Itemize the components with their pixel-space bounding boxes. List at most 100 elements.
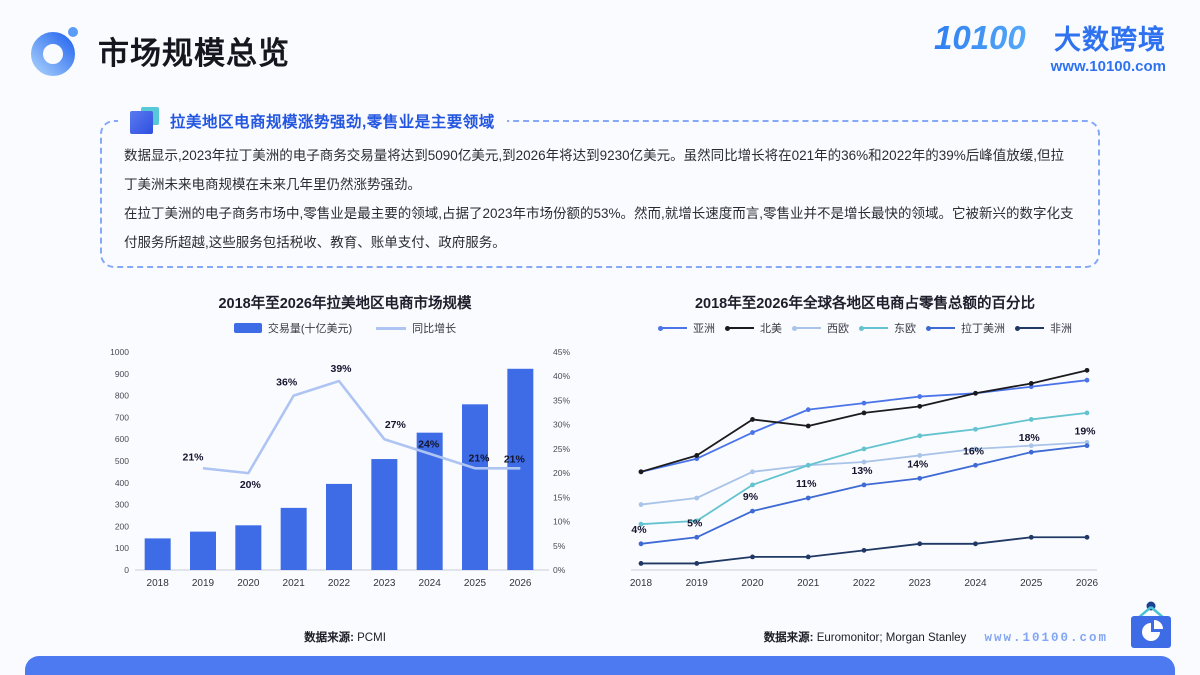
legend-item: 交易量(十亿美元) <box>233 320 352 336</box>
summary-paragraph-2: 在拉丁美洲的电子商务市场中,零售业是最主要的领域,占据了2023年市场份额的53… <box>124 206 1074 250</box>
summary-box: 拉美地区电商规模涨势强劲,零售业是主要领域 数据显示,2023年拉丁美洲的电子商… <box>100 107 1100 268</box>
legend-item: 非洲 <box>1015 320 1072 336</box>
source-label: 数据来源: <box>763 632 814 644</box>
svg-text:40%: 40% <box>553 371 570 381</box>
legend-left: 交易量(十亿美元) 同比增长 <box>95 320 595 336</box>
pie-chart-frame-icon <box>1131 601 1171 648</box>
svg-text:14%: 14% <box>907 458 929 470</box>
legend-right: 亚洲 北美 西欧 东欧 拉丁美洲 非洲 <box>615 320 1115 336</box>
svg-text:9%: 9% <box>743 491 759 503</box>
svg-text:36%: 36% <box>276 377 298 389</box>
svg-text:0%: 0% <box>553 565 566 575</box>
svg-text:19%: 19% <box>1074 426 1096 438</box>
svg-text:2026: 2026 <box>1076 578 1099 589</box>
svg-text:2018: 2018 <box>630 578 653 589</box>
latam-market-size-chart: 2018年至2026年拉美地区电商市场规模 交易量(十亿美元) 同比增长 0 100… <box>95 292 595 600</box>
left-axis: 0 100 200 300 400 500 600 700 800 900 1000 <box>110 347 129 575</box>
svg-text:900: 900 <box>115 369 129 379</box>
svg-text:21%: 21% <box>182 451 204 463</box>
svg-text:800: 800 <box>115 391 129 401</box>
svg-text:25%: 25% <box>553 444 570 454</box>
svg-text:13%: 13% <box>851 465 873 477</box>
svg-text:2024: 2024 <box>964 578 987 589</box>
x-axis: 2018 2019 2020 2021 2022 2023 2024 2025 2026 <box>630 578 1099 589</box>
svg-text:27%: 27% <box>385 419 407 431</box>
svg-text:300: 300 <box>115 500 129 510</box>
svg-text:10%: 10% <box>553 517 570 527</box>
company-logo-icon <box>31 27 78 76</box>
x-axis: 2018 2019 2020 2021 2022 2023 2024 2025 2026 <box>147 578 532 589</box>
svg-text:18%: 18% <box>1019 432 1041 444</box>
footer-bar <box>25 656 1175 675</box>
header-left: 市场规模总览 <box>28 22 290 78</box>
legend-item: 同比增长 <box>376 320 456 336</box>
brand-name: 大数跨境 <box>1054 25 1166 55</box>
svg-text:16%: 16% <box>963 445 985 457</box>
latam-market-size-chart-svg: 0 100 200 300 400 500 600 700 800 900 1000 0% 5% 10% 1… <box>110 347 570 589</box>
page-title: 市场规模总览 <box>98 35 290 71</box>
section-header: 拉美地区电商规模涨势强劲,零售业是主要领域 <box>118 107 507 134</box>
svg-text:0: 0 <box>124 565 129 575</box>
svg-text:4%: 4% <box>631 524 647 536</box>
svg-text:30%: 30% <box>553 420 570 430</box>
bar-2021 <box>280 507 307 570</box>
regions-share-chart-svg: 2018 2019 2020 2021 2022 2023 2024 2025 2026 4% 5%… <box>630 367 1099 589</box>
svg-text:400: 400 <box>115 478 129 488</box>
brand-10100-logo-icon: 10100 <box>934 19 1026 56</box>
svg-text:2024: 2024 <box>419 578 442 589</box>
series-非洲 <box>638 534 1090 566</box>
svg-text:200: 200 <box>115 521 129 531</box>
header-brand: 10100 大数跨境 www.10100.com <box>932 18 1166 76</box>
svg-text:45%: 45% <box>553 347 570 357</box>
section-heading: 拉美地区电商规模涨势强劲,零售业是主要领域 <box>170 113 495 131</box>
chart-title-right: 2018年至2026年全球各地区电商占零售总额的百分比 <box>694 296 1035 312</box>
svg-text:21%: 21% <box>468 452 490 464</box>
chart-title-left: 2018年至2026年拉美地区电商市场规模 <box>218 296 472 312</box>
svg-text:2021: 2021 <box>797 578 820 589</box>
svg-text:2019: 2019 <box>686 578 709 589</box>
legend-item: 拉丁美洲 <box>926 320 1005 336</box>
svg-text:11%: 11% <box>796 478 817 490</box>
growth-line <box>202 379 521 475</box>
svg-text:2018: 2018 <box>147 578 170 589</box>
source-value: PCMI <box>357 632 386 644</box>
svg-text:2021: 2021 <box>283 578 306 589</box>
svg-text:600: 600 <box>115 434 129 444</box>
svg-text:24%: 24% <box>418 439 440 451</box>
svg-text:21%: 21% <box>504 453 526 465</box>
svg-text:20%: 20% <box>553 468 570 478</box>
svg-text:20%: 20% <box>240 479 262 491</box>
svg-text:5%: 5% <box>687 517 703 529</box>
svg-text:2019: 2019 <box>192 578 215 589</box>
svg-text:5%: 5% <box>553 541 566 551</box>
svg-text:15%: 15% <box>553 492 570 502</box>
series-东欧 <box>638 410 1090 527</box>
svg-text:2023: 2023 <box>373 578 396 589</box>
legend-item: 西欧 <box>792 320 849 336</box>
bar-2023 <box>371 459 398 570</box>
section-marker-icon <box>130 107 159 134</box>
series-拉丁美洲: 4% 5% 9% 11% 13% 14% 16% 18% 19% <box>631 426 1096 547</box>
source-left: 数据来源: PCMI <box>95 629 595 645</box>
legend-item: 东欧 <box>859 320 916 336</box>
bar-2022 <box>326 483 352 570</box>
series-labels: 4% 5% 9% 11% 13% 14% 16% 18% 19% <box>631 426 1096 536</box>
regions-share-chart: 2018年至2026年全球各地区电商占零售总额的百分比 亚洲 北美 西欧 东欧 拉丁美洲… <box>615 292 1115 600</box>
svg-text:39%: 39% <box>330 363 352 375</box>
svg-text:10100: 10100 <box>934 19 1026 56</box>
bar-2025 <box>462 404 488 570</box>
source-value: Euromonitor; Morgan Stanley <box>816 632 967 644</box>
svg-text:2020: 2020 <box>741 578 764 589</box>
svg-text:2026: 2026 <box>509 578 532 589</box>
series-北美 <box>638 367 1090 475</box>
svg-text:100: 100 <box>115 543 129 553</box>
svg-text:2023: 2023 <box>909 578 932 589</box>
legend-item: 北美 <box>725 320 782 336</box>
svg-text:500: 500 <box>115 456 129 466</box>
series-西欧 <box>638 439 1090 507</box>
right-axis: 0% 5% 10% 15% 20% 25% 30% 35% 40% 45% <box>553 347 570 575</box>
bar-2018 <box>144 538 171 570</box>
svg-text:1000: 1000 <box>110 347 129 357</box>
bars <box>144 368 534 570</box>
